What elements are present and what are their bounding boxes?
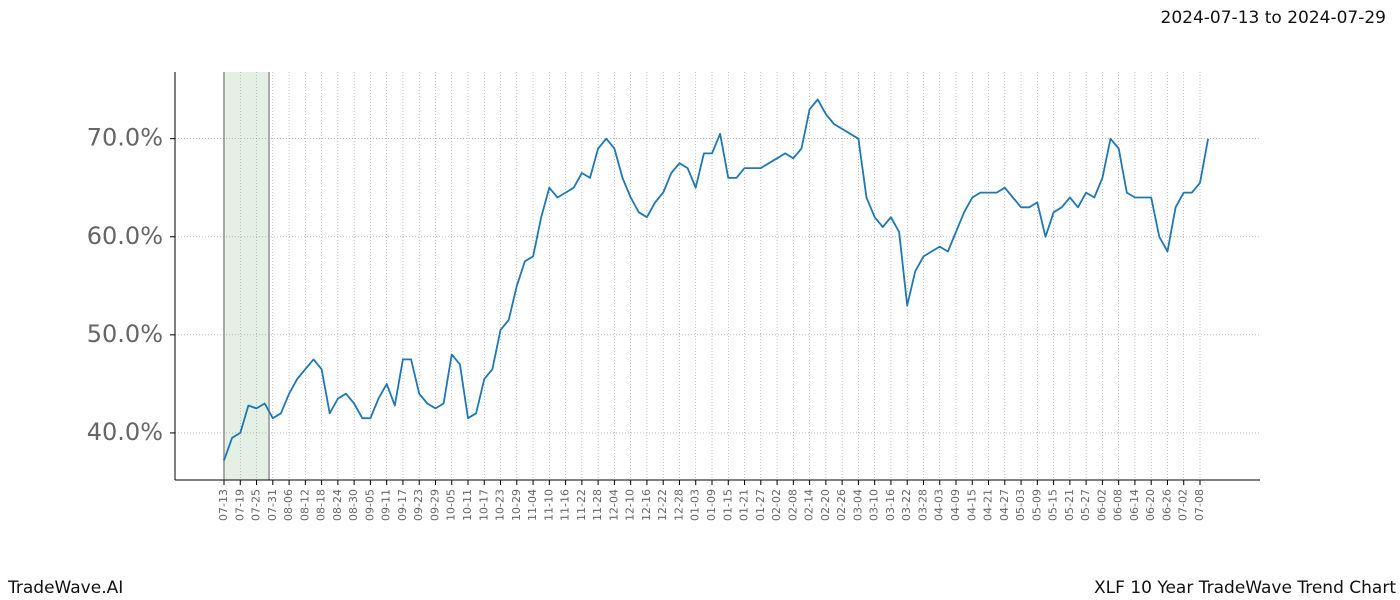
x-tick-label: 01-03 bbox=[689, 489, 702, 521]
x-tick-label: 06-08 bbox=[1112, 489, 1125, 521]
y-tick-label: 60.0% bbox=[87, 222, 163, 250]
x-tick-label: 07-31 bbox=[266, 489, 279, 521]
x-tick-label: 12-28 bbox=[672, 489, 685, 521]
y-tick-label: 70.0% bbox=[87, 124, 163, 152]
x-tick-label: 05-09 bbox=[1030, 489, 1043, 521]
x-tick-label: 07-19 bbox=[233, 489, 246, 521]
x-tick-label: 08-12 bbox=[298, 489, 311, 521]
x-tick-label: 05-27 bbox=[1079, 489, 1092, 521]
x-tick-label: 05-21 bbox=[1063, 489, 1076, 521]
x-tick-label: 06-14 bbox=[1128, 489, 1141, 521]
x-tick-label: 11-10 bbox=[542, 489, 555, 521]
x-tick-label: 03-22 bbox=[900, 489, 913, 521]
x-tick-label: 02-20 bbox=[819, 489, 832, 521]
x-tick-label: 10-05 bbox=[445, 489, 458, 521]
x-tick-label: 12-10 bbox=[624, 489, 637, 521]
date-range: 2024-07-13 to 2024-07-29 bbox=[1161, 8, 1386, 28]
x-tick-label: 12-22 bbox=[656, 489, 669, 521]
y-tick-label: 50.0% bbox=[87, 320, 163, 348]
x-tick-label: 09-05 bbox=[363, 489, 376, 521]
x-tick-label: 02-26 bbox=[835, 489, 848, 521]
x-tick-label: 01-27 bbox=[754, 489, 767, 521]
x-tick-label: 03-04 bbox=[851, 489, 864, 521]
highlight-band bbox=[224, 72, 269, 480]
x-tick-label: 12-16 bbox=[640, 489, 653, 521]
x-tick-label: 09-11 bbox=[380, 489, 393, 521]
x-tick-label: 07-13 bbox=[217, 489, 230, 521]
x-tick-label: 06-26 bbox=[1160, 489, 1173, 521]
x-tick-label: 11-22 bbox=[575, 489, 588, 521]
x-tick-label: 10-23 bbox=[494, 489, 507, 521]
x-tick-label: 08-18 bbox=[315, 489, 328, 521]
x-tick-label: 09-23 bbox=[412, 489, 425, 521]
x-tick-label: 07-25 bbox=[250, 489, 263, 521]
x-tick-label: 09-29 bbox=[428, 489, 441, 521]
x-tick-label: 06-02 bbox=[1095, 489, 1108, 521]
x-tick-label: 02-08 bbox=[786, 489, 799, 521]
x-tick-label: 07-02 bbox=[1177, 489, 1190, 521]
x-tick-label: 08-30 bbox=[347, 489, 360, 521]
x-tick-label: 05-15 bbox=[1047, 489, 1060, 521]
x-tick-label: 03-16 bbox=[884, 489, 897, 521]
x-tick-label: 03-10 bbox=[868, 489, 881, 521]
x-tick-label: 10-29 bbox=[510, 489, 523, 521]
x-tick-label: 03-28 bbox=[916, 489, 929, 521]
x-tick-label: 05-03 bbox=[1014, 489, 1027, 521]
x-tick-label: 04-09 bbox=[949, 489, 962, 521]
x-tick-label: 07-08 bbox=[1193, 489, 1206, 521]
x-tick-label: 01-15 bbox=[721, 489, 734, 521]
x-tick-label: 11-04 bbox=[526, 489, 539, 521]
chart-title: XLF 10 Year TradeWave Trend Chart bbox=[1094, 578, 1396, 598]
x-tick-label: 04-03 bbox=[933, 489, 946, 521]
x-tick-label: 09-17 bbox=[396, 489, 409, 521]
trend-line bbox=[223, 98, 1209, 461]
x-tick-label: 06-20 bbox=[1144, 489, 1157, 521]
x-tick-label: 11-16 bbox=[559, 489, 572, 521]
brand: TradeWave.AI bbox=[7, 578, 123, 598]
x-tick-label: 01-09 bbox=[705, 489, 718, 521]
x-tick-label: 10-11 bbox=[461, 489, 474, 521]
x-tick-label: 01-21 bbox=[738, 489, 751, 521]
x-tick-label: 04-21 bbox=[982, 489, 995, 521]
x-tick-label: 11-28 bbox=[591, 489, 604, 521]
y-tick-label: 40.0% bbox=[87, 418, 163, 446]
x-tick-label: 08-24 bbox=[331, 489, 344, 521]
x-tick-label: 02-02 bbox=[770, 489, 783, 521]
x-tick-label: 04-27 bbox=[998, 489, 1011, 521]
x-tick-label: 04-15 bbox=[965, 489, 978, 521]
x-tick-label: 10-17 bbox=[477, 489, 490, 521]
x-tick-label: 08-06 bbox=[282, 489, 295, 521]
x-tick-label: 02-14 bbox=[803, 489, 816, 521]
x-tick-label: 12-04 bbox=[607, 489, 620, 521]
